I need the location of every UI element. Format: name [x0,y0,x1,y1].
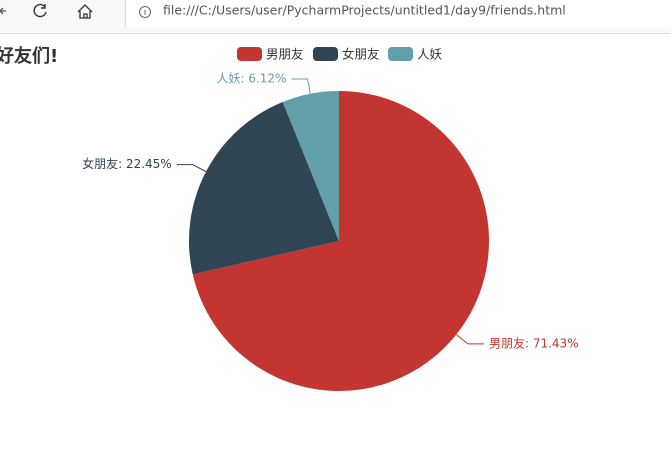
pie-slice [282,91,339,241]
refresh-button[interactable] [33,3,47,18]
chart-title: 好友们! [0,45,58,67]
legend-label: 人妖 [417,47,443,62]
info-icon[interactable] [139,6,151,18]
pie-slice [188,101,339,275]
label-line [176,164,207,173]
address-bar[interactable] [126,0,671,27]
legend-swatch [237,47,262,61]
pie-slice [192,91,489,391]
legend-label: 男朋友 [266,47,304,62]
slice-label: 人妖: 6.12% [216,72,286,86]
legend-swatch [388,47,413,61]
legend-swatch [313,47,338,61]
url: file:///C:/Users/user/PycharmProjects/un… [163,3,566,18]
home-button[interactable] [77,4,93,19]
legend-label: 女朋友 [342,47,380,62]
label-line [455,334,484,345]
back-button[interactable] [0,7,6,15]
slice-label: 女朋友: 22.45% [82,156,172,171]
label-line [291,78,311,94]
slice-label: 男朋友: 71.43% [489,336,579,350]
